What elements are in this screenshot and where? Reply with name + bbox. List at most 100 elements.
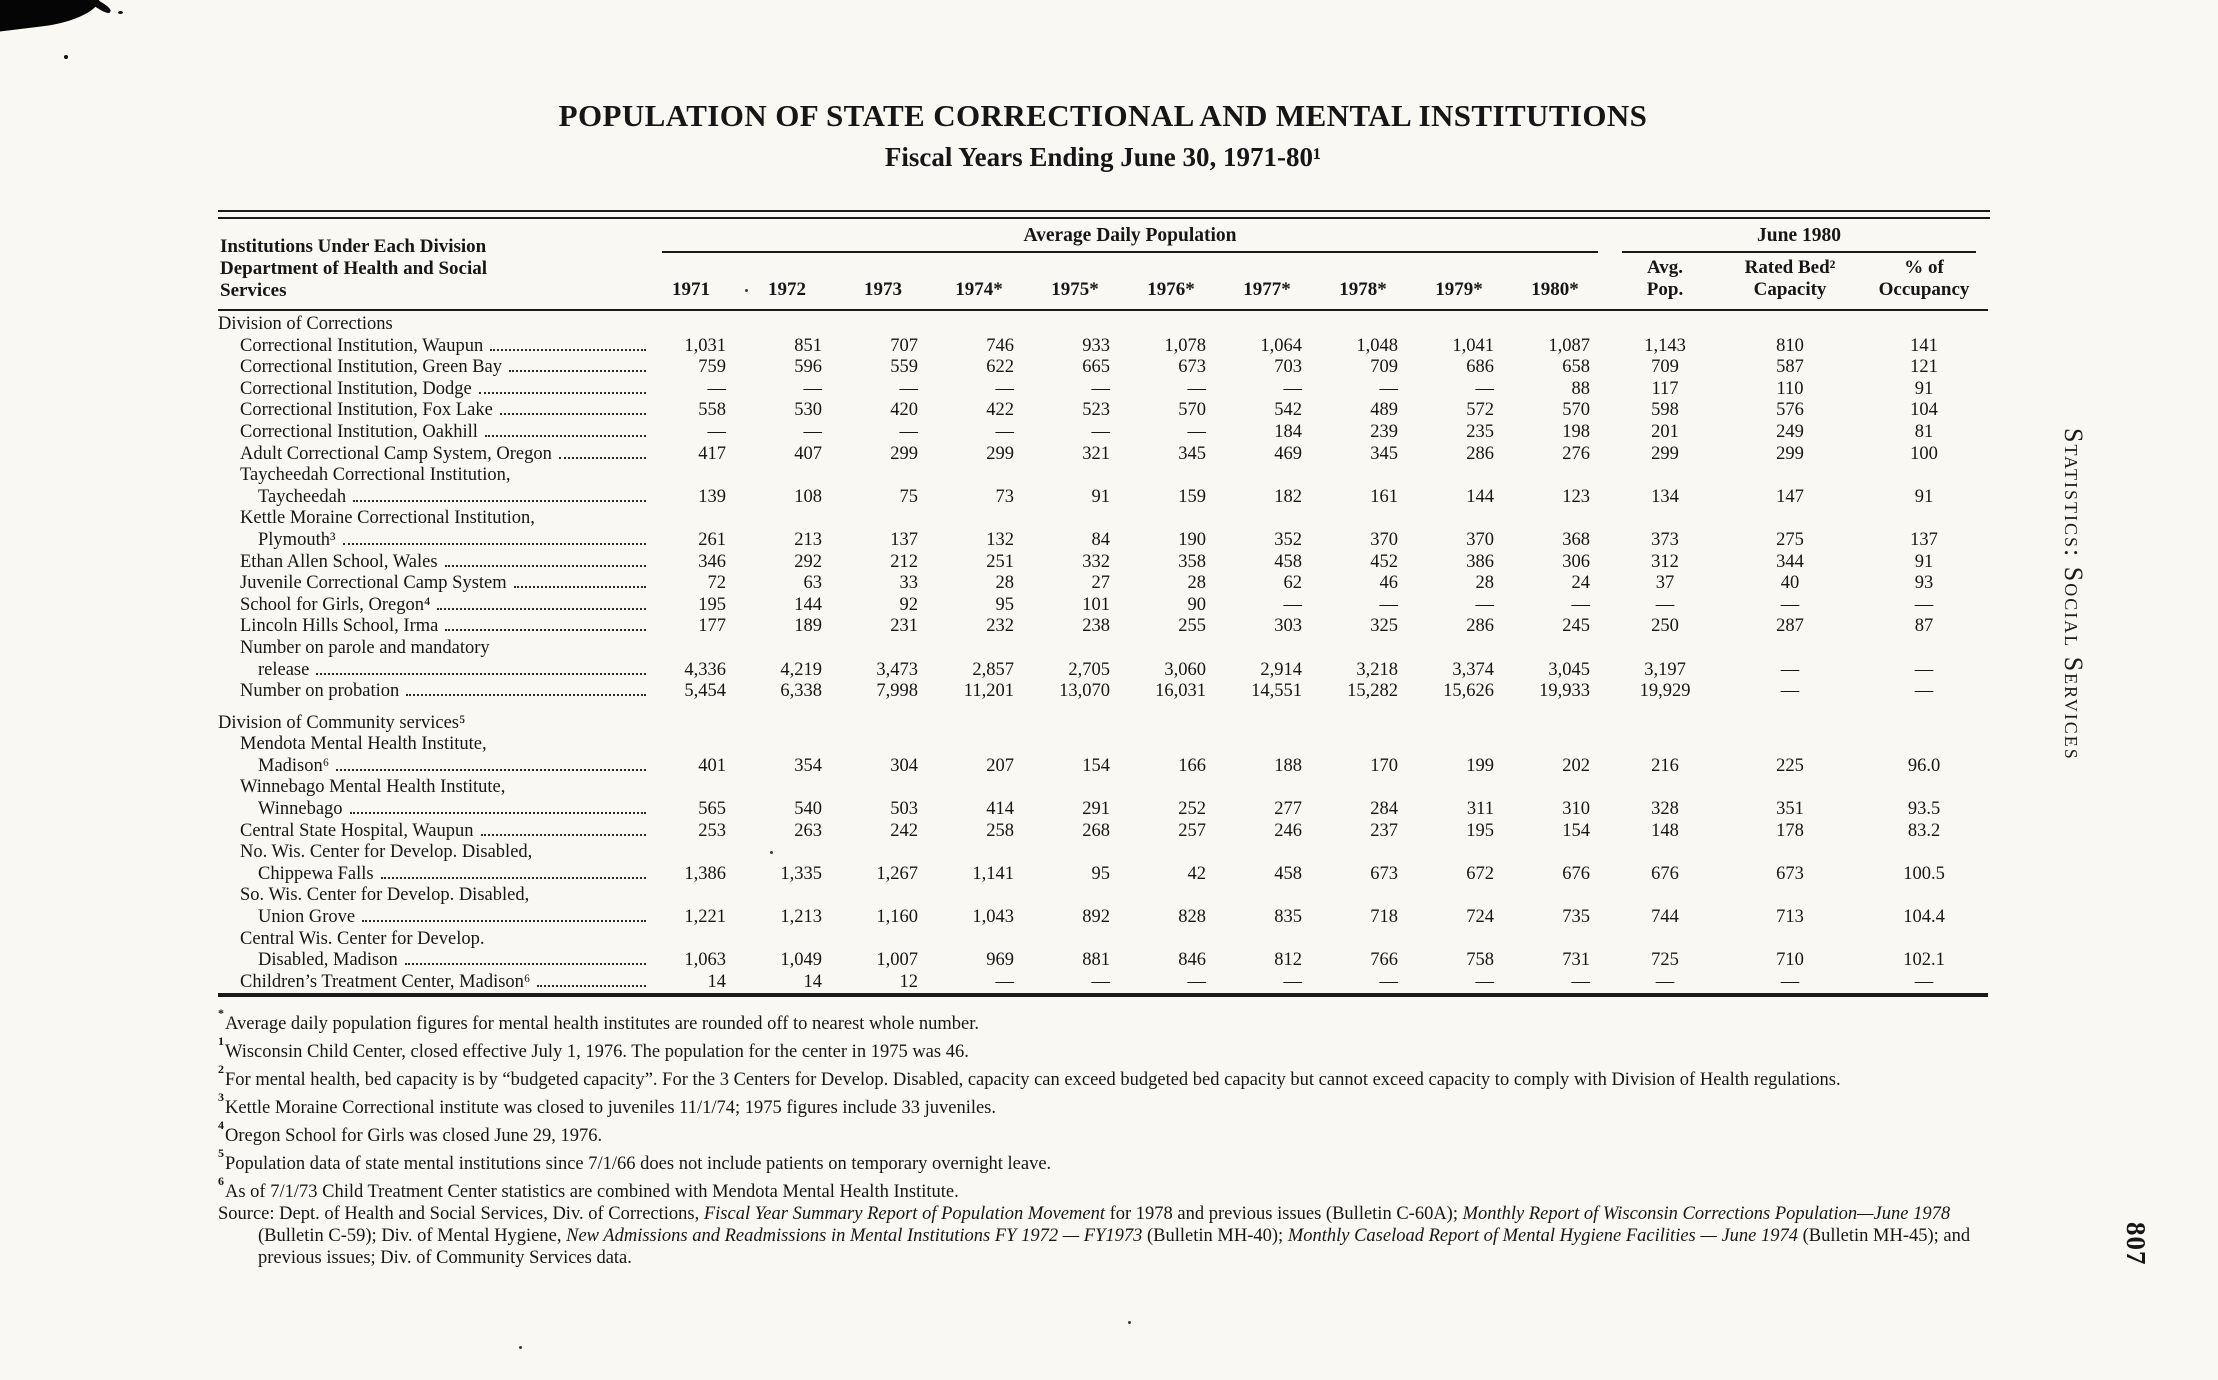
source-segment: (Bulletin MH-40); [1142,1225,1288,1246]
cell-value: 291 [1082,799,1110,820]
cell-value: 246 [1274,820,1302,841]
cell-value: 6,338 [780,681,822,702]
cell-value: 40 [1780,573,1800,594]
cell-value: 110 [1776,378,1804,399]
cell-value: — [1571,971,1591,992]
dot-leader [444,564,646,567]
footnote-text: Population data of state mental institut… [225,1154,1052,1175]
cell-value: 328 [1651,799,1679,820]
dot-leader [490,348,646,351]
dot-leader [336,768,646,771]
row-label-line: Central State Hospital, Waupun [218,821,650,843]
cell-value: 28 [1475,573,1495,594]
cell-value: 5,454 [684,681,726,702]
cell-value: 3,060 [1164,659,1206,680]
dot-leader [380,876,646,879]
cell-value: 401 [698,755,726,776]
cell-value: 420 [890,400,918,421]
cell-value: — [1187,378,1207,399]
stub-header-line: Services [220,280,287,301]
cell-value: 292 [794,551,822,572]
row-label: release [258,659,310,680]
cell-value: 87 [1914,616,1934,637]
cell-value: 225 [1776,755,1804,776]
cell-value: 117 [1651,378,1679,399]
cell-value: — [1780,594,1800,615]
cell-value: 202 [1562,755,1591,776]
row-label-line: Number on probation [218,681,650,703]
cell-value: 703 [1274,357,1302,378]
cell-value: 709 [1651,357,1679,378]
chapter-side-label: Statistics: Social Services [2059,428,2088,761]
cell-value: 710 [1776,950,1804,971]
cell-value: 251 [986,551,1014,572]
cell-value: 1,048 [1356,335,1398,356]
cell-value: 1,087 [1548,335,1591,356]
cell-value: 1,141 [972,863,1014,884]
cell-value: — [707,421,727,442]
stub-header-line: Department of Health and Social [220,258,488,279]
june-column-header: Rated Bed² Capacity [1720,253,1861,311]
cell-value: 676 [1651,863,1679,884]
cell-value: 95 [1091,863,1111,884]
row-label-line: Correctional Institution, Dodge [218,379,650,401]
section-label: Division of Corrections [218,314,393,334]
cell-value: 198 [1562,421,1591,442]
cell-value: 417 [698,443,726,464]
cell-value: 354 [794,755,822,776]
cell-value: 345 [1370,443,1398,464]
cell-value: 587 [1776,357,1804,378]
footnote-text: Oregon School for Girls was closed June … [225,1126,603,1147]
cell-value: — [1283,594,1303,615]
cell-value: 276 [1562,443,1591,464]
cell-value: 523 [1082,400,1110,421]
row-label-line: School for Girls, Oregon⁴ [218,595,650,617]
cell-value: — [1914,659,1934,680]
cell-value: 881 [1082,950,1110,971]
cell-value: 177 [698,616,726,637]
cell-value: — [995,971,1015,992]
june-column-header: Avg. Pop. [1610,253,1721,311]
footnote-text: Average daily population figures for men… [225,1014,979,1035]
cell-value: 287 [1776,616,1804,637]
column-header-line: % of [1904,257,1944,278]
row-label-cell: Taycheedah Correctional Institution, Tayc… [218,465,650,508]
cell-value: 358 [1178,551,1206,572]
cell-value: 84 [1091,529,1111,550]
row-label-cell: Children’s Treatment Center, Madison⁶ [218,972,650,996]
column-header-line: Avg. [1646,257,1684,278]
cell-value: — [1914,971,1934,992]
cell-value: 62 [1283,573,1303,594]
cell-value: 104.4 [1903,907,1945,928]
year-column-header: 1973 [842,253,938,311]
table-row: Lincoln Hills School, Irma 177 189 231 232 23… [218,616,1988,638]
row-label-cell: Kettle Moraine Correctional Institution,… [218,508,650,551]
row-label-cell: Correctional Institution, Waupun [218,336,650,358]
row-label: Number on probation [240,681,400,702]
row-label-cell: Correctional Institution, Oakhill [218,422,650,444]
row-label-cell: Central Wis. Center for Develop. Disabled… [218,929,650,972]
dot-leader [406,694,646,697]
footnote: 3Kettle Moraine Correctional institute w… [218,1090,2006,1120]
cell-value: 325 [1370,616,1398,637]
footnote-marker: 2 [218,1062,224,1077]
cell-value: 709 [1370,357,1398,378]
cell-value: 2,857 [972,659,1014,680]
cell-value: 1,267 [876,863,918,884]
cell-value: 299 [890,443,918,464]
cell-value: 195 [1466,820,1494,841]
footnote: 4Oregon School for Girls was closed June… [218,1118,2006,1148]
cell-value: 144 [1466,486,1494,507]
cell-value: 90 [1187,594,1207,615]
cell-value: 306 [1562,551,1591,572]
source-segment: Monthly Caseload Report of Mental Hygien… [1287,1225,1798,1246]
cell-value: 1,213 [780,907,822,928]
dot-leader [316,672,646,675]
cell-value: 182 [1274,486,1302,507]
cell-value: 16,031 [1155,681,1206,702]
row-label: Winnebago [258,799,343,820]
cell-value: — [1914,681,1934,702]
cell-value: 321 [1082,443,1110,464]
cell-value: 132 [986,529,1014,550]
cell-value: 28 [995,573,1015,594]
